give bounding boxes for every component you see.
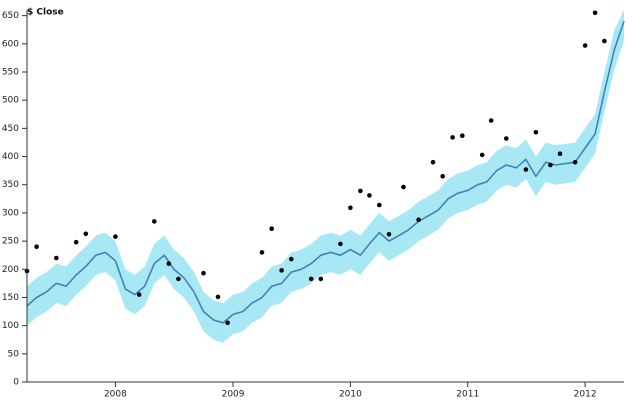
scatter-point	[533, 130, 539, 135]
x-axis: 2008 2009 2010 2011 2012	[27, 381, 624, 400]
confidence-band	[27, 10, 624, 343]
scatter-point	[386, 232, 392, 237]
scatter-point	[430, 159, 436, 165]
y-tick-label: 550	[2, 68, 19, 78]
y-tick-label: 50	[8, 349, 20, 359]
y-tick-label: 250	[2, 237, 19, 247]
y-tick-label: 600	[2, 39, 19, 49]
scatter-point	[338, 241, 343, 247]
scatter-point	[504, 136, 509, 141]
scatter-point	[557, 151, 563, 156]
scatter-point	[572, 159, 578, 165]
y-tick-label: 400	[2, 152, 19, 162]
y-tick-label: 350	[2, 180, 19, 190]
scatter-point	[602, 38, 607, 44]
scatter-point	[176, 276, 181, 282]
scatter-point	[166, 261, 172, 266]
scatter-layer	[24, 10, 607, 326]
scatter-point	[367, 193, 372, 198]
scatter-point	[592, 10, 598, 16]
scatter-point	[548, 162, 553, 168]
scatter-point	[318, 276, 324, 282]
scatter-point	[113, 234, 118, 239]
scatter-point	[152, 219, 157, 224]
scatter-point	[83, 231, 89, 237]
scatter-point	[488, 118, 494, 123]
scatter-point	[54, 255, 59, 261]
confidence-band-layer	[27, 10, 624, 343]
close-line	[26, 21, 625, 324]
x-tick-label: 2008	[104, 390, 127, 400]
scatter-point	[34, 244, 39, 249]
scatter-point	[259, 250, 265, 255]
y-tick-label: 100	[2, 321, 19, 331]
y-tick-label: 300	[2, 208, 19, 218]
scatter-point	[73, 239, 79, 245]
scatter-point	[215, 294, 221, 300]
scatter-point	[279, 268, 284, 273]
close-line-layer	[26, 21, 625, 324]
scatter-point	[136, 292, 142, 297]
scatter-point	[201, 270, 206, 276]
scatter-point	[358, 188, 363, 194]
y-tick-label: 0	[13, 378, 19, 388]
scatter-point	[460, 133, 465, 138]
scatter-point	[225, 320, 230, 326]
scatter-point	[308, 276, 314, 282]
scatter-point	[401, 184, 406, 190]
scatter-point	[582, 43, 588, 48]
y-tick-label: 200	[2, 265, 19, 275]
scatter-point	[289, 256, 294, 262]
x-tick-label: 2010	[339, 390, 362, 400]
y-tick-label: 450	[2, 124, 19, 134]
y-axis: 0 50 100 150 200 250 300 350 400 450 500 550 600 650	[2, 10, 28, 388]
scatter-point	[348, 205, 353, 211]
x-tick-label: 2011	[456, 390, 479, 400]
x-tick-label: 2009	[222, 390, 245, 400]
scatter-point	[416, 217, 421, 222]
y-axis-title: $ Close	[27, 8, 64, 18]
scatter-point	[523, 167, 529, 172]
y-tick-label: 150	[2, 293, 19, 303]
y-tick-label: 500	[2, 96, 19, 106]
scatter-point	[450, 135, 455, 140]
scatter-point	[479, 152, 485, 158]
y-tick-label: 650	[2, 11, 19, 21]
scatter-point	[269, 226, 275, 231]
x-tick-label: 2012	[574, 390, 597, 400]
scatter-point	[440, 174, 446, 179]
scatter-point	[377, 202, 382, 208]
